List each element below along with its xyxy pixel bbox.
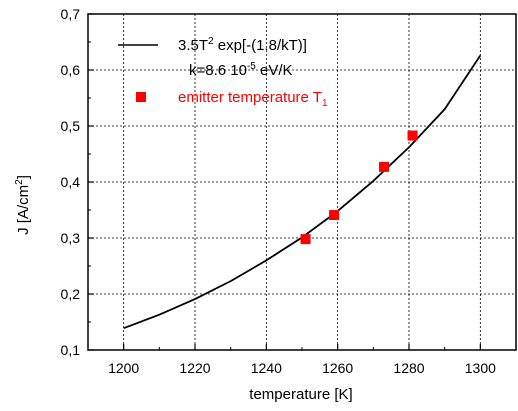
legend-marker-label: emitter temperature T1 xyxy=(178,89,328,109)
y-axis-label-sup: 2 xyxy=(14,179,25,185)
ticks xyxy=(88,13,481,351)
legend-constant-label: k=8.6 10-5 eV/K xyxy=(189,61,293,79)
legend-marker-swatch xyxy=(136,92,146,102)
y-axis-label-suffix: ] xyxy=(15,175,32,179)
y-axis-label: J [A/cm2] xyxy=(14,175,32,235)
grid xyxy=(88,14,516,350)
scatter-point xyxy=(329,210,340,221)
y-tick-label: 0,3 xyxy=(61,230,81,246)
y-tick-label: 0,7 xyxy=(61,6,81,22)
x-axis-label: temperature [K] xyxy=(249,386,352,403)
y-axis-label-prefix: J [A/cm xyxy=(15,185,32,235)
y-tick-label: 0,2 xyxy=(61,286,81,302)
x-tick-label: 1260 xyxy=(322,360,353,376)
scatter-point xyxy=(300,234,311,245)
y-tick-label: 0,1 xyxy=(61,342,81,358)
plot-content xyxy=(123,54,482,330)
x-tick-label: 1200 xyxy=(108,360,139,376)
y-tick-label: 0,4 xyxy=(61,174,81,190)
scatter-point xyxy=(379,161,390,172)
legend-line-label: 3.5T2 exp[-(1.8/kT)] xyxy=(178,36,307,54)
y-tick-label: 0,6 xyxy=(61,62,81,78)
y-tick-label: 0,5 xyxy=(61,118,81,134)
x-tick-label: 1280 xyxy=(393,360,424,376)
x-tick-label: 1300 xyxy=(465,360,496,376)
x-tick-label: 1240 xyxy=(251,360,282,376)
x-tick-label: 1220 xyxy=(179,360,210,376)
scatter-point xyxy=(407,130,418,141)
legend: 3.5T2 exp[-(1.8/kT)] k=8.6 10-5 eV/K emi… xyxy=(118,36,328,109)
tick-labels: 1200 1220 1240 1260 1280 1300 0,1 0,2 0,3 0,4 0,5 0… xyxy=(61,6,497,376)
